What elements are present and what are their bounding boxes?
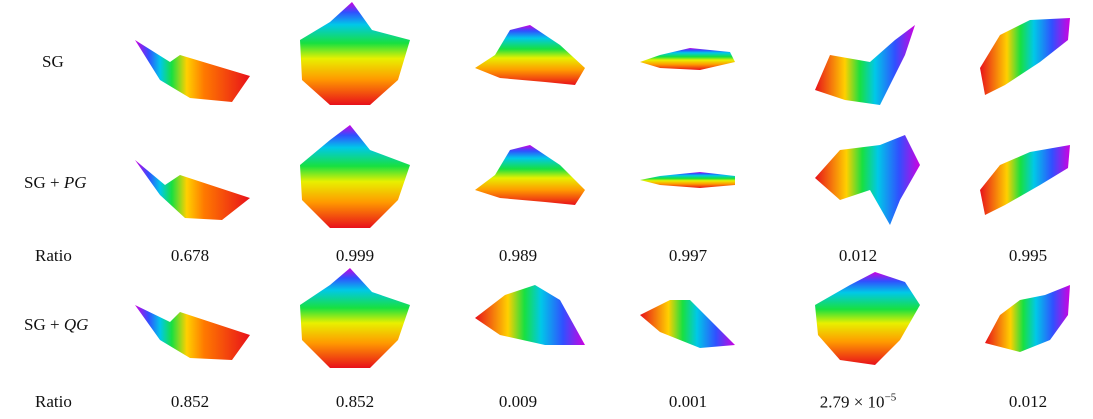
row-label-math: QG	[64, 315, 89, 334]
ratio-value: 0.995	[1009, 246, 1047, 266]
row-label-prefix: SG +	[24, 173, 60, 192]
ratio-value: 0.009	[499, 392, 537, 412]
ratio-value: 0.997	[669, 246, 707, 266]
ratio-mantissa: 2.79 × 10	[820, 392, 885, 411]
row-label-prefix: SG +	[24, 315, 60, 334]
row-label: SG	[42, 52, 64, 72]
row-label-math: PG	[64, 173, 87, 192]
figure: {"rows": { "sg": {"label": "SG"}, "pg": …	[0, 0, 1093, 419]
row-label: SG + PG	[24, 173, 87, 193]
ratio-value: 0.852	[171, 392, 209, 412]
ratio-value: 0.989	[499, 246, 537, 266]
ratio-value: 0.001	[669, 392, 707, 412]
ratio-value: 0.999	[336, 246, 374, 266]
surface-plots	[0, 0, 1093, 419]
row-label: Ratio	[35, 392, 72, 412]
ratio-value: 2.79 × 10−5	[820, 392, 897, 413]
ratio-value: 0.012	[1009, 392, 1047, 412]
surface	[135, 2, 1070, 368]
ratio-value: 0.852	[336, 392, 374, 412]
row-label: Ratio	[35, 246, 72, 266]
ratio-value: 0.678	[171, 246, 209, 266]
row-label: SG + QG	[24, 315, 88, 335]
ratio-exponent: −5	[885, 392, 897, 404]
ratio-value: 0.012	[839, 246, 877, 266]
